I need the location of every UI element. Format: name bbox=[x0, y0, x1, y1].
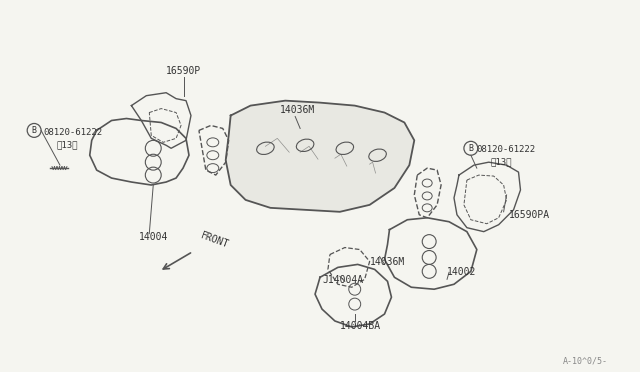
Text: 14002: 14002 bbox=[447, 267, 476, 278]
Text: 16590PA: 16590PA bbox=[509, 210, 550, 220]
Text: 08120-61222: 08120-61222 bbox=[477, 145, 536, 154]
Text: 14036M: 14036M bbox=[370, 257, 405, 267]
Text: 〈13〉: 〈13〉 bbox=[57, 140, 79, 149]
Text: 14004BA: 14004BA bbox=[340, 321, 381, 331]
Text: 〈13〉: 〈13〉 bbox=[491, 157, 512, 166]
Polygon shape bbox=[226, 101, 414, 212]
Text: 08120-61222: 08120-61222 bbox=[43, 128, 102, 137]
Text: B: B bbox=[468, 144, 474, 153]
Text: 16590P: 16590P bbox=[166, 66, 202, 76]
Text: 14036M: 14036M bbox=[280, 105, 316, 115]
Text: 14004: 14004 bbox=[140, 232, 169, 242]
Text: A-10^0/5-: A-10^0/5- bbox=[563, 357, 608, 366]
Text: J14004A: J14004A bbox=[322, 275, 363, 285]
Text: B: B bbox=[31, 126, 36, 135]
Text: FRONT: FRONT bbox=[199, 230, 230, 250]
